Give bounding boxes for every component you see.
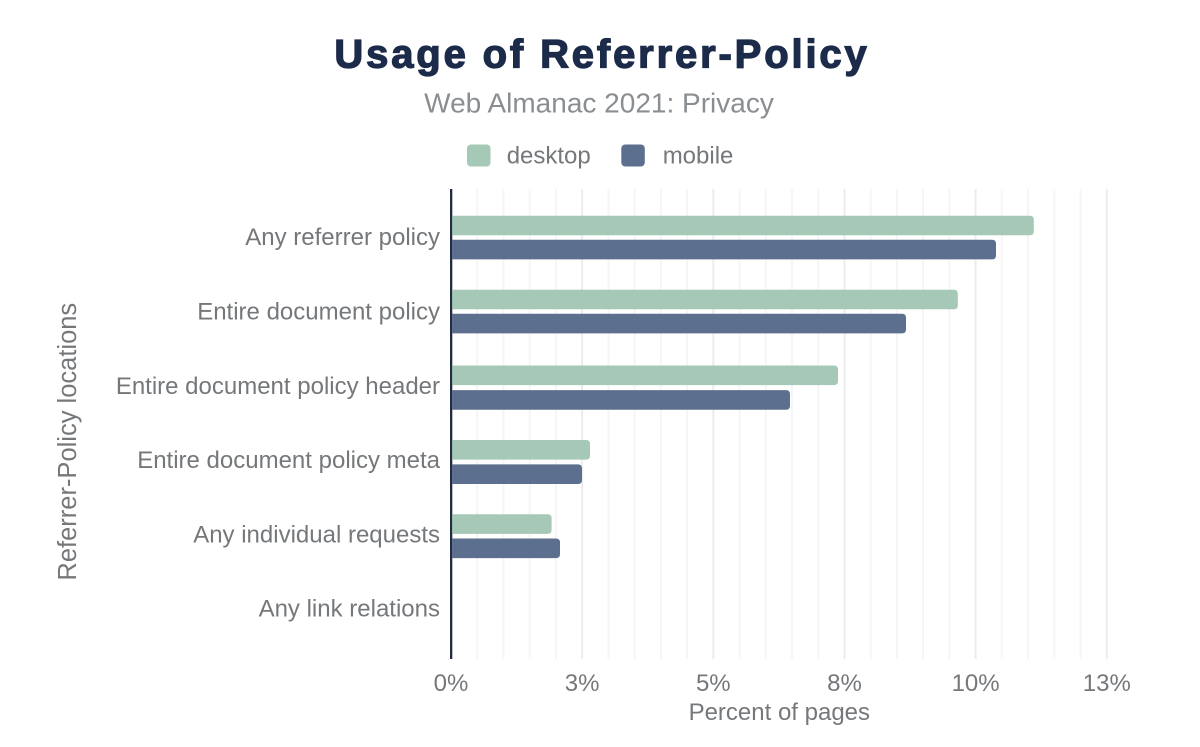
svg-text:5%: 5% [696, 670, 731, 697]
svg-text:Entire document policy header: Entire document policy header [116, 373, 440, 400]
svg-text:desktop: desktop [507, 142, 591, 169]
svg-text:Any link relations: Any link relations [259, 596, 440, 623]
svg-text:8%: 8% [827, 670, 862, 697]
svg-text:Entire document policy meta: Entire document policy meta [137, 447, 440, 474]
svg-text:Web Almanac 2021: Privacy: Web Almanac 2021: Privacy [424, 88, 774, 119]
svg-text:Entire document policy: Entire document policy [197, 299, 440, 326]
svg-text:3%: 3% [565, 670, 600, 697]
svg-text:10%: 10% [952, 670, 1000, 697]
svg-text:mobile: mobile [663, 142, 734, 169]
svg-text:13%: 13% [1083, 670, 1131, 697]
svg-text:Any individual requests: Any individual requests [193, 521, 440, 548]
svg-text:Referrer-Policy locations: Referrer-Policy locations [54, 303, 82, 581]
svg-text:0%: 0% [434, 670, 469, 697]
svg-text:Usage of Referrer-Policy: Usage of Referrer-Policy [334, 33, 869, 77]
svg-text:Percent of pages: Percent of pages [689, 699, 870, 726]
svg-text:Any referrer policy: Any referrer policy [245, 224, 440, 251]
